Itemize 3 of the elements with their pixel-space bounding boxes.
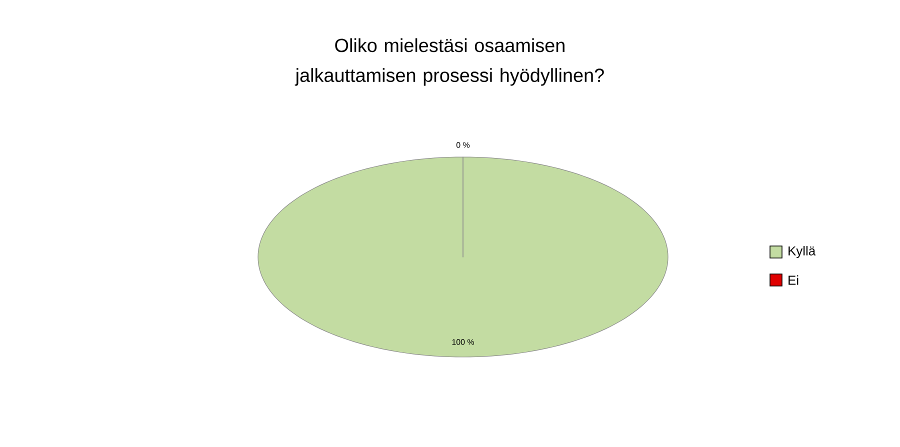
legend-label: Ei — [788, 275, 798, 285]
legend-label: Kyllä — [788, 246, 816, 258]
chart-title: Oliko mielestäsi osaamisen jalkauttamisen prosessi hyödyllinen? — [294, 38, 604, 86]
